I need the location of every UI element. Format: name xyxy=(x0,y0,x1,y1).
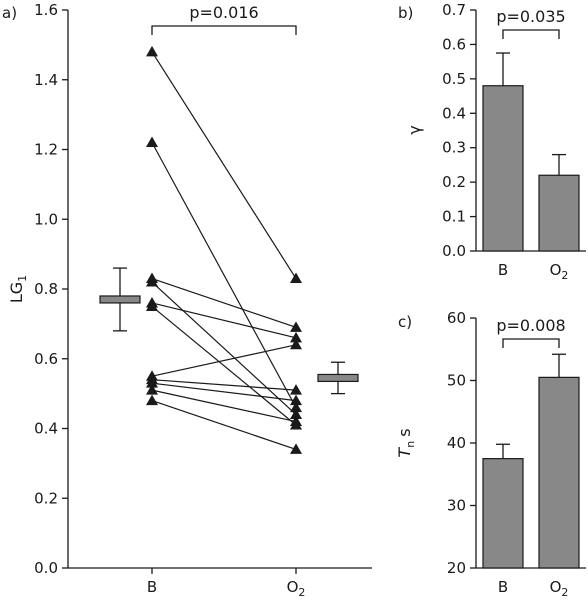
marker-b xyxy=(146,136,158,148)
x-tick-label-b-sub: 2 xyxy=(561,269,568,282)
bar-b-B xyxy=(482,85,524,252)
panel-label-a: a) xyxy=(2,4,17,22)
bar-c-O2 xyxy=(538,376,580,569)
y-axis-label-c-main: T xyxy=(395,447,414,458)
x-tick-label-c-main: O xyxy=(550,578,562,596)
pair-line xyxy=(151,389,297,423)
y-axis-label-c-sub: n xyxy=(404,441,417,448)
p-value-c: p=0.008 xyxy=(496,316,565,335)
marker-o2 xyxy=(290,415,302,427)
y-tick-label-c: 40 xyxy=(447,434,466,452)
pair-line xyxy=(151,344,297,377)
summary-box-O2 xyxy=(317,373,359,383)
x-tick-label-c: O2 xyxy=(550,578,569,599)
y-tick-label-a: 1.4 xyxy=(34,71,58,89)
marker-o2 xyxy=(290,272,302,284)
y-tick-label-c: 50 xyxy=(447,372,466,390)
marker-b xyxy=(146,384,158,395)
marker-o2 xyxy=(290,338,302,350)
panel-label-c: c) xyxy=(398,313,412,331)
marker-b xyxy=(146,300,158,311)
marker-o2 xyxy=(290,394,302,406)
x-tick-label-b-main: O xyxy=(550,261,562,279)
y-tick-label-b: 0.4 xyxy=(442,104,466,122)
y-tick-label-c: 20 xyxy=(447,559,466,577)
significance-bracket-c xyxy=(502,338,560,348)
marker-o2 xyxy=(290,408,302,420)
y-tick-label-a: 0.8 xyxy=(34,280,58,298)
y-tick-label-a: 1.6 xyxy=(34,1,58,19)
marker-b xyxy=(146,276,158,287)
marker-o2 xyxy=(290,384,302,395)
y-tick-label-a: 0.2 xyxy=(34,489,58,507)
x-tick-label-c-main: B xyxy=(498,578,508,596)
pair-line xyxy=(151,305,297,426)
x-tick-label-c-sub: 2 xyxy=(561,586,568,599)
pair-line xyxy=(151,382,297,402)
y-axis-label-c-unit: s xyxy=(395,428,414,436)
bar-b-O2 xyxy=(538,174,580,252)
y-tick-label-b: 0.3 xyxy=(442,139,466,157)
pair-line xyxy=(151,400,297,450)
marker-o2 xyxy=(290,401,302,413)
y-tick-label-b: 0.1 xyxy=(442,208,466,226)
y-axis-label-a-main: LG xyxy=(7,282,26,303)
y-axis-label-b: γ xyxy=(405,125,424,134)
y-tick-label-a: 0.6 xyxy=(34,350,58,368)
x-tick-label-a-main: B xyxy=(147,578,157,596)
y-tick-label-c: 30 xyxy=(447,497,466,515)
marker-b xyxy=(146,45,158,57)
pair-line xyxy=(151,51,297,279)
x-tick-label-a: O2 xyxy=(287,578,306,599)
x-tick-label-a: B xyxy=(147,578,157,596)
pair-line xyxy=(151,281,297,415)
marker-b xyxy=(146,394,158,406)
panel-a: 0.0 0.2 0.4 0.6 0.8 1.0 1.2 1.4 1.6 B O2 LG1 a) p=0.0… xyxy=(2,1,372,599)
summary-box-B xyxy=(99,295,141,304)
marker-o2 xyxy=(290,321,302,332)
y-tick-label-a: 1.0 xyxy=(34,210,58,228)
y-axis-label-a-sub: 1 xyxy=(16,275,29,282)
y-axis-label-a: LG1 xyxy=(7,275,29,303)
panel-b: 0.0 0.1 0.2 0.3 0.4 0.5 0.6 0.7 B O2 b) p=0.035 γ xyxy=(398,1,586,282)
x-tick-label-c: B xyxy=(498,578,508,596)
pair-line xyxy=(151,277,297,328)
significance-bracket-a xyxy=(151,25,297,35)
y-tick-label-b: 0.6 xyxy=(442,35,466,53)
y-tick-label-b: 0.2 xyxy=(442,173,466,191)
y-axis-label-c: Tns xyxy=(395,428,417,457)
y-tick-label-b: 0.7 xyxy=(442,1,466,19)
y-tick-label-a: 1.2 xyxy=(34,141,58,159)
pair-line xyxy=(151,142,297,408)
y-tick-label-b: 0.0 xyxy=(442,242,466,260)
x-tick-label-a-sub: 2 xyxy=(298,586,305,599)
panel-label-b: b) xyxy=(398,4,413,22)
marker-b xyxy=(146,377,158,388)
marker-o2 xyxy=(290,331,302,343)
p-value-b: p=0.035 xyxy=(496,7,565,26)
x-tick-label-b: O2 xyxy=(550,261,569,282)
marker-o2 xyxy=(290,443,302,454)
significance-bracket-b xyxy=(502,29,560,39)
y-tick-label-c: 60 xyxy=(447,309,466,327)
x-tick-label-a-main: O xyxy=(287,578,299,596)
y-tick-label-a: 0.0 xyxy=(34,559,58,577)
panel-c: 20 30 40 50 60 B O2 c) p=0.008 Tns xyxy=(395,309,586,599)
pair-line xyxy=(151,302,297,339)
bar-c-B xyxy=(482,458,524,569)
y-tick-label-b: 0.5 xyxy=(442,70,466,88)
x-tick-label-b: B xyxy=(498,261,508,279)
x-tick-label-b-main: B xyxy=(498,261,508,279)
p-value-a: p=0.016 xyxy=(189,3,258,22)
pair-line xyxy=(151,379,297,391)
y-tick-label-a: 0.4 xyxy=(34,420,58,438)
